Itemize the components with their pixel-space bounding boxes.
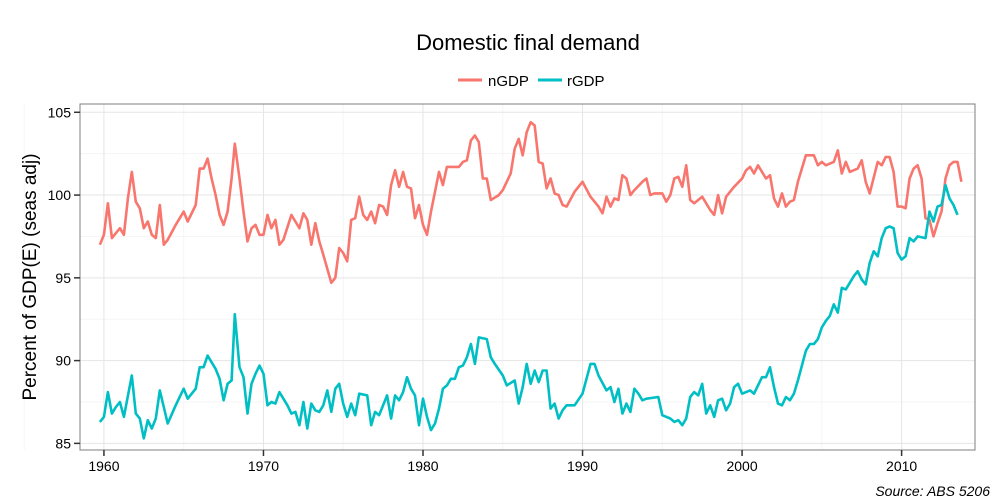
y-axis-label: Percent of GDP(E) (seas adj) [20,153,41,400]
plot-border [79,103,976,451]
chart-title: Domestic final demand [416,30,640,55]
y-tick-label: 105 [48,104,72,120]
x-tick-label: 1980 [407,458,438,474]
series-line-ngdp [98,120,963,285]
plot-panel [80,104,975,450]
series-lines [98,120,963,440]
y-tick-label: 90 [55,353,71,369]
y-tick-label: 85 [55,435,71,451]
x-tick-label: 1960 [88,458,119,474]
grid [23,104,975,450]
series-line-rgdp [98,183,959,440]
axes: 1960 1970 1980 1990 2000 2010 85 90 95 100 105 [48,104,918,474]
x-tick-label: 1970 [248,458,279,474]
y-tick-label: 100 [48,187,72,203]
legend: nGDP rGDP [458,73,605,90]
x-tick-label: 2010 [886,458,917,474]
x-tick-label: 2000 [726,458,757,474]
legend-label-ngdp: nGDP [488,73,529,90]
x-tick-label: 1990 [567,458,598,474]
y-tick-label: 95 [55,270,71,286]
source-caption: Source: ABS 5206 [875,483,990,499]
legend-label-rgdp: rGDP [567,73,605,90]
